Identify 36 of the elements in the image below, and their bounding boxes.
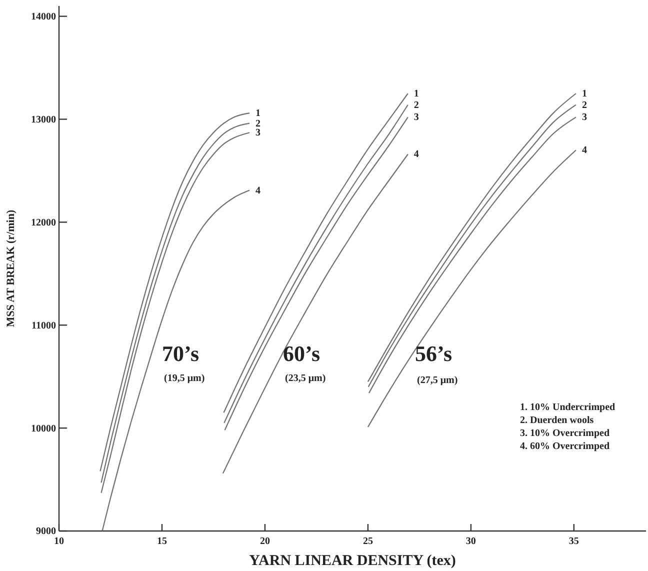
series-label: 3: [582, 112, 587, 124]
annotation: (27,5 μm): [417, 375, 458, 386]
x-axis-title: YARN LINEAR DENSITY (tex): [249, 553, 456, 569]
y-tick-label: 13000: [31, 114, 56, 126]
annotation: 4. 60% Overcrimped: [520, 441, 610, 452]
y-tick-label: 10000: [31, 423, 56, 434]
x-tick-label: 20: [260, 536, 270, 548]
series-label: 1: [582, 88, 587, 100]
x-tick-label: 35: [568, 536, 579, 548]
y-tick-label: 12000: [31, 217, 56, 228]
annotation: (19,5 μm): [164, 373, 205, 384]
annotation: 2. Duerden wools: [520, 415, 594, 426]
series-label: 3: [256, 128, 261, 139]
series-label: 1: [256, 108, 261, 120]
y-tick-label: 11000: [32, 320, 56, 332]
annotation: 60’s: [283, 341, 321, 366]
annotation: 56’s: [415, 341, 453, 366]
x-tick-label: 25: [362, 536, 373, 548]
series-label: 4: [414, 149, 419, 160]
series-label: 2: [582, 100, 587, 111]
y-tick-label: 9000: [36, 526, 56, 538]
series-label: 1: [414, 88, 419, 100]
annotation: (23,5 μm): [285, 373, 326, 384]
y-axis-title: MSS AT BREAK (r/min): [5, 210, 17, 328]
annotation: 70’s: [162, 341, 200, 366]
y-tick-label: 14000: [31, 11, 56, 22]
series-label: 4: [256, 185, 261, 196]
annotation: 3. 10% Overcrimped: [520, 428, 610, 439]
series-label: 3: [414, 112, 419, 124]
annotation: 1. 10% Undercrimped: [520, 402, 616, 413]
x-tick-label: 15: [156, 536, 167, 548]
series-label: 2: [256, 118, 261, 130]
series-label: 4: [582, 145, 587, 156]
x-tick-label: 10: [54, 536, 64, 548]
x-tick-label: 30: [466, 536, 476, 548]
series-label: 2: [414, 100, 419, 111]
